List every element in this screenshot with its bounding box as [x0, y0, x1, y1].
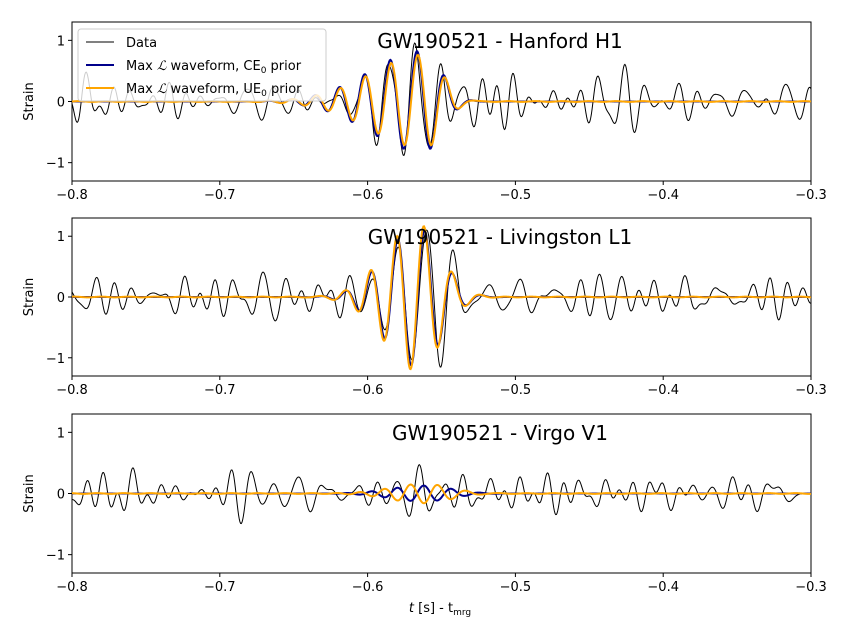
series-group [72, 225, 811, 371]
legend: Data Max ℒ waveform, CE0 prior Max ℒ wav… [77, 28, 327, 102]
x-tick-label: −0.8 [56, 580, 88, 595]
y-tick-label: −1 [46, 352, 65, 367]
x-tick-label: −0.7 [204, 580, 236, 595]
legend-ue-prefix: Max [126, 82, 157, 97]
x-axis-label-sub: mrg [453, 608, 471, 618]
y-tick-label: 1 [57, 230, 65, 245]
x-tick-label: −0.5 [500, 188, 532, 203]
y-tick-label: −1 [46, 549, 65, 564]
series-ue-waveform-line [72, 483, 811, 505]
series-ue-waveform-line [72, 53, 811, 147]
x-tick-label: −0.7 [204, 188, 236, 203]
legend-ce-suffix: prior [266, 59, 301, 74]
legend-ue-mid: waveform, UE [166, 82, 261, 97]
legend-ce-mid: waveform, CE [166, 59, 260, 74]
legend-ce-script: ℒ [157, 59, 167, 74]
series-ue-waveform-line [72, 225, 811, 371]
x-tick-label: −0.4 [647, 188, 679, 203]
legend-ce-prefix: Max [126, 59, 157, 74]
y-tick-label: 1 [57, 34, 65, 49]
series-group [72, 464, 811, 525]
x-axis-label-var: t [409, 601, 415, 616]
panel-title: GW190521 - Virgo V1 [392, 421, 608, 445]
legend-label-ue: Max ℒ waveform, UE0 prior [126, 82, 302, 99]
x-tick-label: −0.3 [795, 383, 827, 398]
legend-ce-sub: 0 [261, 66, 267, 76]
x-tick-label: −0.5 [500, 383, 532, 398]
panel-hanford: −0.8 −0.7 −0.6 −0.5 −0.4 −0.3 −1 0 1 Strain GW1905… [22, 21, 827, 203]
y-tick-label: −1 [46, 157, 65, 172]
legend-ue-script: ℒ [157, 82, 167, 97]
y-tick-label: 0 [57, 488, 65, 503]
y-tick-label: 0 [57, 96, 65, 111]
x-tick-label: −0.6 [352, 188, 384, 203]
y-axis-label: Strain [22, 82, 37, 121]
y-axis-label: Strain [22, 278, 37, 317]
legend-label-data: Data [126, 36, 157, 51]
y-axis-label: Strain [22, 474, 37, 513]
x-tick-label: −0.7 [204, 383, 236, 398]
x-axis-label-unit: [s] - t [414, 601, 453, 616]
legend-ue-sub: 0 [261, 89, 267, 99]
x-tick-label: −0.4 [647, 383, 679, 398]
series-data-line [72, 42, 811, 157]
legend-ue-suffix: prior [267, 82, 302, 97]
x-tick-label: −0.8 [56, 383, 88, 398]
panel-livingston: −0.8 −0.7 −0.6 −0.5 −0.4 −0.3 −1 0 1 Strain GW1905… [22, 217, 827, 398]
legend-frame [77, 28, 327, 102]
x-tick-label: −0.4 [647, 580, 679, 595]
panel-title: GW190521 - Hanford H1 [377, 29, 623, 53]
series-data-line [72, 229, 811, 368]
y-tick-label: 1 [57, 426, 65, 441]
x-tick-label: −0.5 [500, 580, 532, 595]
x-tick-label: −0.6 [352, 383, 384, 398]
x-tick-label: −0.6 [352, 580, 384, 595]
panel-title: GW190521 - Livingston L1 [368, 225, 632, 249]
panel-virgo: −0.8 −0.7 −0.6 −0.5 −0.4 −0.3 −1 0 1 Strain GW1905… [22, 413, 827, 595]
x-tick-label: −0.3 [795, 188, 827, 203]
x-tick-label: −0.8 [56, 188, 88, 203]
x-axis-label: t [s] - tmrg [409, 601, 471, 618]
legend-label-ce: Max ℒ waveform, CE0 prior [126, 59, 302, 76]
y-tick-label: 0 [57, 291, 65, 306]
x-tick-label: −0.3 [795, 580, 827, 595]
